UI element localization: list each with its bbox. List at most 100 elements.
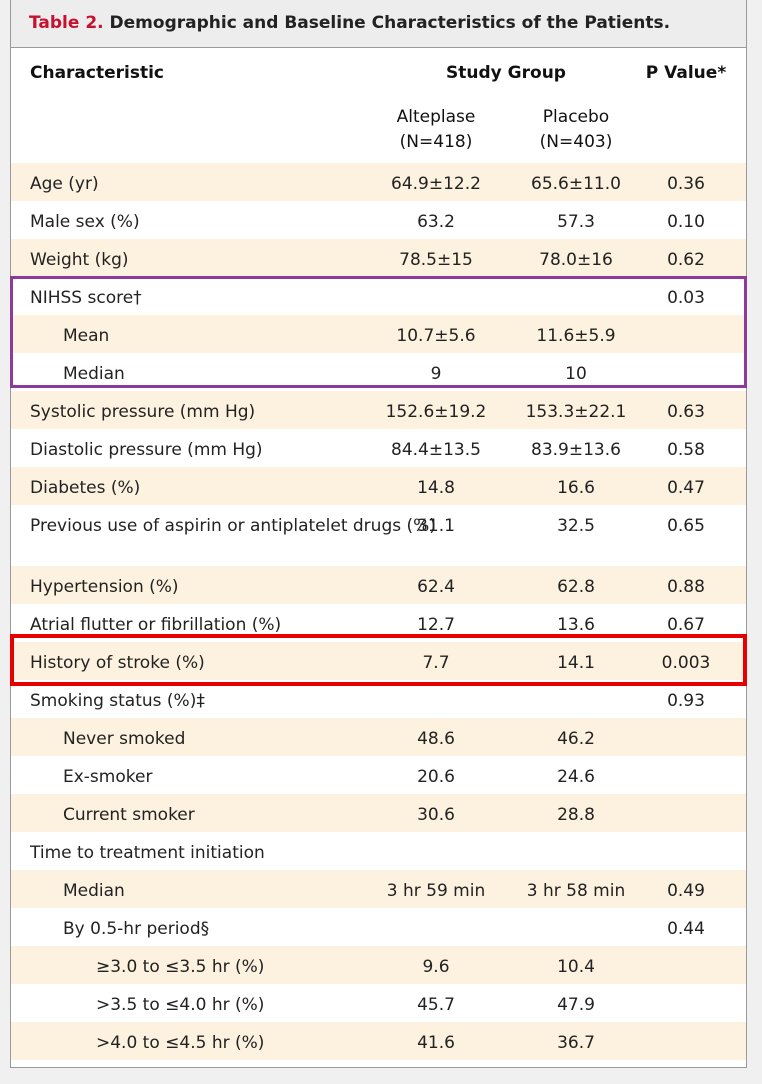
cell: 13.6 (557, 615, 595, 635)
row-label: Ex-smoker (63, 767, 153, 787)
p-value-cell: 0.62 (667, 250, 705, 270)
p-value-cell: 0.44 (667, 919, 705, 939)
row-label: Age (yr) (30, 174, 99, 194)
row-label: Weight (kg) (30, 250, 129, 270)
cell: 78.0±16 (539, 250, 613, 270)
cell: 10.7±5.6 (396, 326, 476, 346)
table-row: Diastolic pressure (mm Hg) 84.4±13.5 83.9±… (11, 429, 746, 467)
table-row: Weight (kg) 78.5±15 78.0±16 0.62 (11, 239, 746, 277)
table-row: Smoking status (%)‡ 0.93 (11, 680, 746, 718)
cell: 153.3±22.1 (525, 402, 627, 422)
cell: 83.9±13.6 (531, 440, 621, 460)
column-header: (N=418) (399, 132, 473, 152)
column-header: Alteplase (396, 107, 476, 127)
table-title: Demographic and Baseline Characteristics… (109, 13, 671, 33)
cell: 46.2 (557, 729, 595, 749)
table-row: Male sex (%) 63.2 57.3 0.10 (11, 201, 746, 239)
table-row: Age (yr) 64.9±12.2 65.6±11.0 0.36 (11, 163, 746, 201)
cell: 64.9±12.2 (391, 174, 481, 194)
table-row: NIHSS score† 0.03 (11, 277, 746, 315)
cell: 3 hr 58 min (526, 881, 626, 901)
cell: 62.8 (557, 577, 595, 597)
table-row: By 0.5-hr period§ 0.44 (11, 908, 746, 946)
cell: 10 (565, 364, 587, 384)
cell: 24.6 (557, 767, 595, 787)
table-panel: Table 2. Demographic and Baseline Charac… (10, 0, 747, 1068)
cell: 41.6 (417, 1033, 455, 1053)
row-label: Mean (63, 326, 110, 346)
highlight-box (10, 276, 747, 388)
row-label: Hypertension (%) (30, 577, 179, 597)
table-row: ≥3.0 to ≤3.5 hr (%) 9.6 10.4 (11, 946, 746, 984)
cell: 48.6 (417, 729, 455, 749)
cell: 16.6 (557, 478, 595, 498)
cell: 11.6±5.9 (536, 326, 616, 346)
cell: 3 hr 59 min (386, 881, 486, 901)
table-row: Diabetes (%) 14.8 16.6 0.47 (11, 467, 746, 505)
p-value-cell: 0.88 (667, 577, 705, 597)
p-value-cell: 0.67 (667, 615, 705, 635)
cell: 152.6±19.2 (385, 402, 487, 422)
table-label: Table 2. (29, 13, 104, 33)
table-row: Ex-smoker 20.6 24.6 (11, 756, 746, 794)
table-row: Systolic pressure (mm Hg) 152.6±19.2 153.3… (11, 391, 746, 429)
p-value-cell: 0.10 (667, 212, 705, 232)
table-row: Previous use of aspirin or antiplatelet … (11, 505, 746, 566)
cell: 7.7 (422, 653, 450, 673)
p-value-cell: 0.003 (661, 653, 711, 673)
cell: 14.8 (417, 478, 455, 498)
cell: 62.4 (417, 577, 455, 597)
table-row: >3.5 to ≤4.0 hr (%) 45.7 47.9 (11, 984, 746, 1022)
row-label: Never smoked (63, 729, 186, 749)
row-label: History of stroke (%) (30, 653, 205, 673)
cell: 45.7 (417, 995, 455, 1015)
cell: 63.2 (417, 212, 455, 232)
cell: 36.7 (557, 1033, 595, 1053)
cell: 32.5 (557, 516, 595, 536)
p-value-cell: 0.58 (667, 440, 705, 460)
p-value-cell: 0.63 (667, 402, 705, 422)
p-value-cell: 0.03 (667, 288, 705, 308)
table-row: Hypertension (%) 62.4 62.8 0.88 (11, 566, 746, 604)
column-header: Characteristic (30, 63, 164, 83)
column-group-header: Study Group (446, 63, 566, 83)
table-row: >4.0 to ≤4.5 hr (%) 41.6 36.7 (11, 1022, 746, 1060)
row-label: Median (63, 364, 125, 384)
cell: 14.1 (557, 653, 595, 673)
row-label: ≥3.0 to ≤3.5 hr (%) (96, 957, 265, 977)
row-label: Time to treatment initiation (30, 843, 265, 863)
row-label: >4.0 to ≤4.5 hr (%) (96, 1033, 265, 1053)
cell: 84.4±13.5 (391, 440, 481, 460)
cell: 78.5±15 (399, 250, 473, 270)
cell: 10.4 (557, 957, 595, 977)
column-header: (N=403) (539, 132, 613, 152)
cell: 31.1 (417, 516, 455, 536)
cell: 20.6 (417, 767, 455, 787)
row-label: Atrial flutter or fibrillation (%) (30, 615, 282, 635)
row-label: Median (63, 881, 125, 901)
column-header: P Value* (645, 63, 727, 83)
title-bar: Table 2. Demographic and Baseline Charac… (11, 0, 746, 48)
row-label: Previous use of aspirin or antiplatelet … (30, 516, 436, 536)
p-value-cell: 0.47 (667, 478, 705, 498)
table-row: Median 9 10 (11, 353, 746, 391)
cell: 9.6 (422, 957, 450, 977)
cell: 9 (430, 364, 442, 384)
row-label: Male sex (%) (30, 212, 140, 232)
row-label: Diabetes (%) (30, 478, 141, 498)
row-label: By 0.5-hr period§ (63, 919, 210, 939)
table-row: History of stroke (%) 7.7 14.1 0.003 (11, 642, 746, 680)
p-value-cell: 0.65 (667, 516, 705, 536)
row-label: Smoking status (%)‡ (30, 691, 205, 711)
cell: 47.9 (557, 995, 595, 1015)
column-header: Placebo (542, 107, 610, 127)
row-label: >3.5 to ≤4.0 hr (%) (96, 995, 265, 1015)
table-row: Time to treatment initiation (11, 832, 746, 870)
cell: 65.6±11.0 (531, 174, 621, 194)
cell: 30.6 (417, 805, 455, 825)
table-row: Mean 10.7±5.6 11.6±5.9 (11, 315, 746, 353)
row-label: Diastolic pressure (mm Hg) (30, 440, 263, 460)
highlight-box (10, 634, 747, 686)
cell: 12.7 (417, 615, 455, 635)
